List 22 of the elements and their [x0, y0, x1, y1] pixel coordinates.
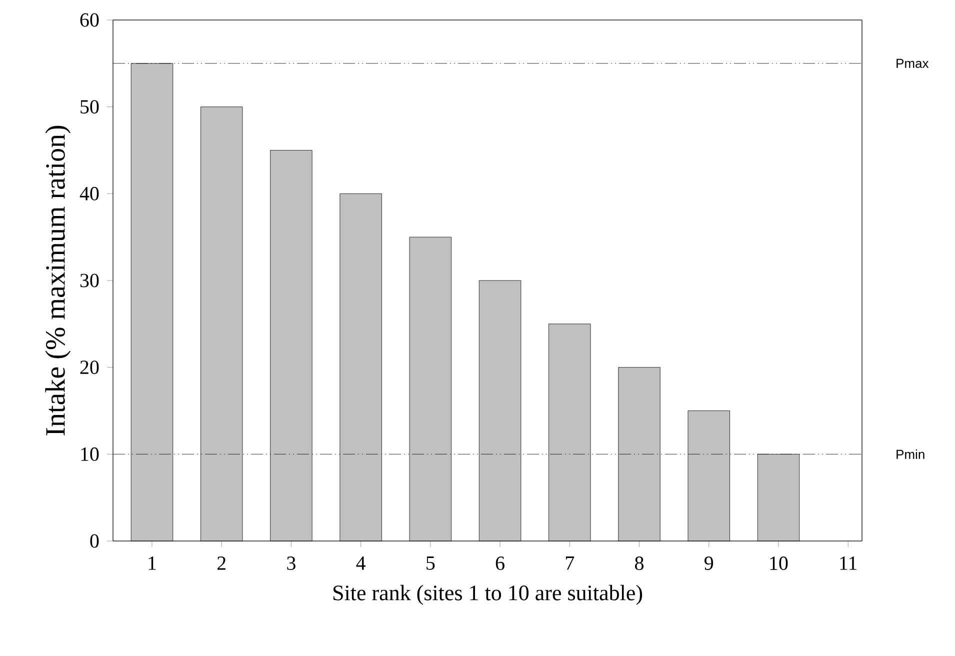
x-tick-label: 5 — [426, 556, 435, 570]
ref-line-label: Pmin — [896, 449, 924, 459]
ref-line-label: Pmax — [896, 58, 929, 68]
y-tick-label: 50 — [80, 100, 99, 114]
x-tick-label: 3 — [287, 556, 296, 570]
x-tick-label: 4 — [356, 556, 366, 570]
x-tick-label: 6 — [496, 556, 504, 570]
x-tick-label: 7 — [566, 556, 574, 570]
x-tick-label: 8 — [635, 556, 644, 570]
y-tick-label: 60 — [80, 13, 99, 27]
x-tick-label: 9 — [704, 556, 714, 570]
x-tick-label: 1 — [148, 556, 156, 570]
x-tick-label: 10 — [770, 556, 788, 570]
y-tick-label: 30 — [80, 274, 99, 288]
y-tick-label: 0 — [90, 534, 99, 548]
y-tick-label: 40 — [80, 186, 99, 200]
y-axis-title: Intake (% maximum ration) — [45, 126, 71, 436]
x-axis-title: Site rank (sites 1 to 10 are suitable) — [333, 584, 642, 605]
y-tick-label: 10 — [81, 447, 99, 461]
y-tick-label: 20 — [80, 360, 99, 374]
x-tick-label: 11 — [840, 556, 857, 570]
x-tick-label: 2 — [217, 556, 226, 570]
